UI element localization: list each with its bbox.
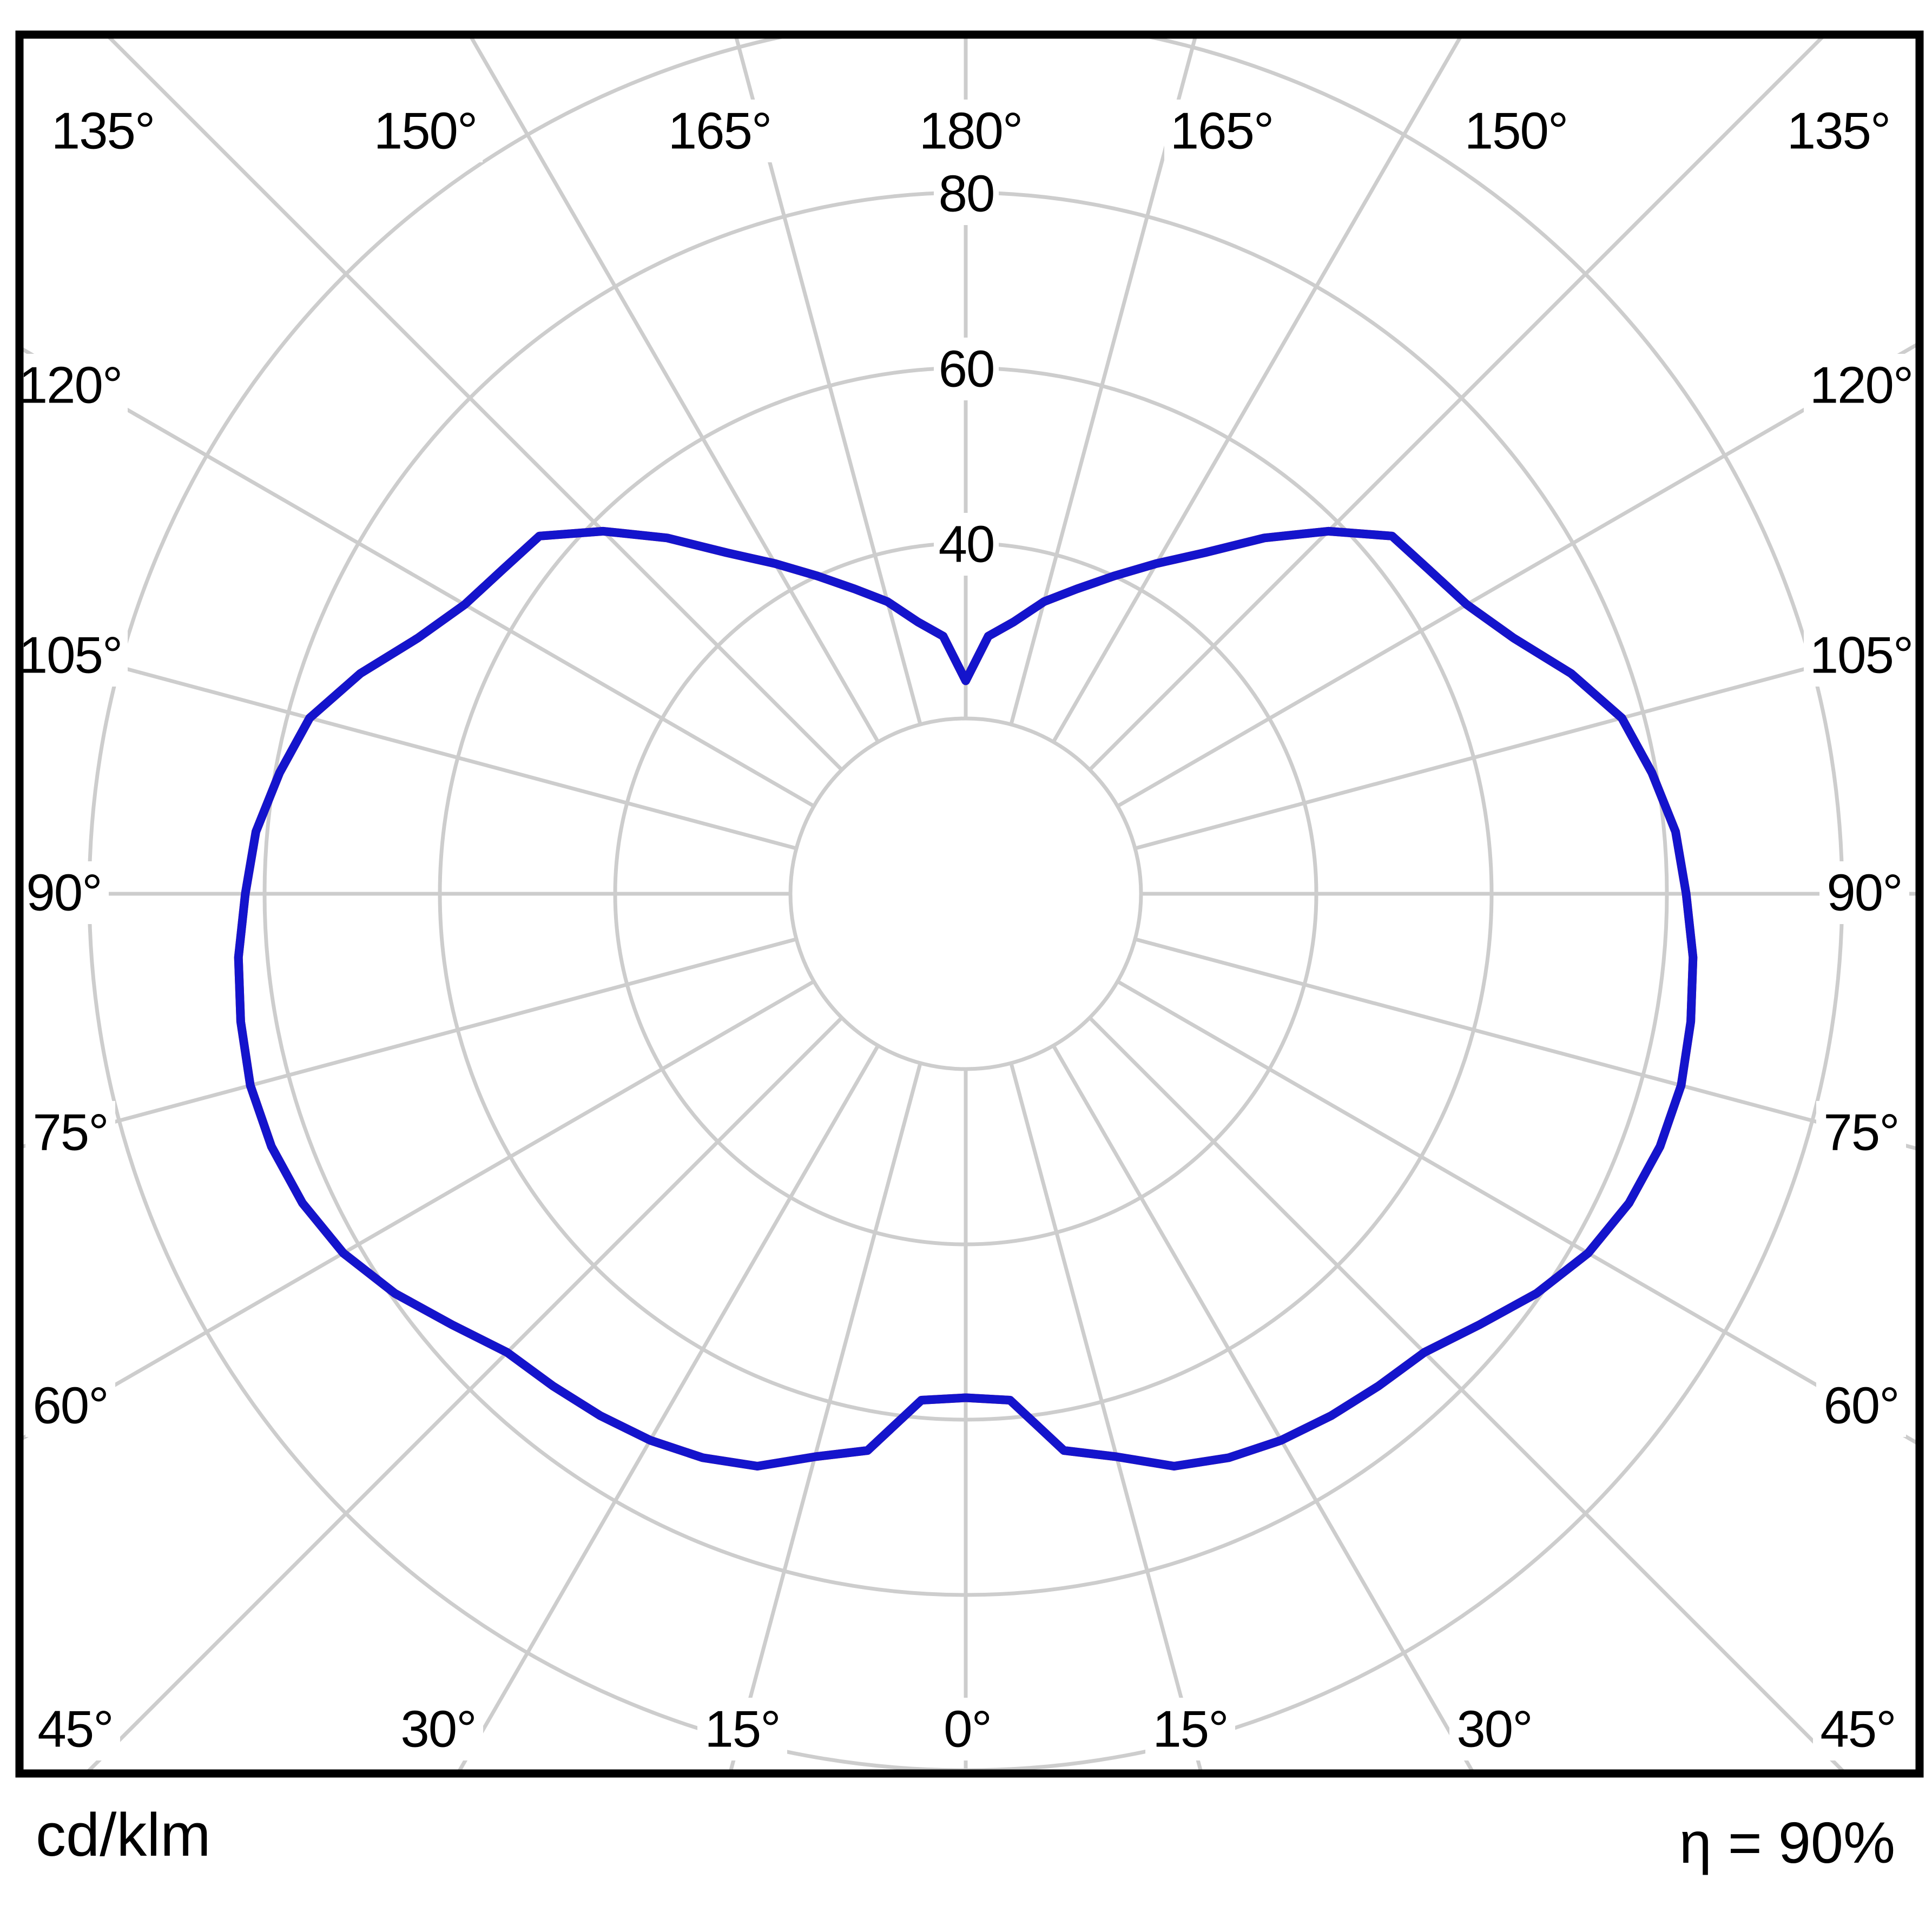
- grid-spoke-120: [1116, 343, 1916, 808]
- label-mask: [30, 1698, 120, 1760]
- angle-label: 90°: [1827, 864, 1902, 922]
- angle-label: 75°: [1823, 1104, 1898, 1162]
- label-mask: [1145, 1698, 1235, 1760]
- efficiency-label: η = 90%: [1679, 1810, 1895, 1875]
- label-mask: [934, 338, 999, 400]
- label-mask: [697, 1698, 787, 1760]
- angle-label: 60°: [1823, 1377, 1898, 1435]
- curve-c90-c270: [234, 526, 1698, 1471]
- label-mask: [1804, 354, 1918, 417]
- label-mask: [45, 100, 160, 162]
- grid-spoke-240: [23, 347, 815, 808]
- label-mask: [1781, 100, 1896, 162]
- label-mask: [1449, 1698, 1539, 1760]
- grid-spoke-225: [108, 38, 843, 772]
- legend: C0 - C180 C90 - C270: [0, 1856, 1932, 1926]
- radial-tick-label: 80: [939, 165, 994, 223]
- grid-spoke-255: [23, 639, 797, 850]
- label-mask: [934, 162, 999, 225]
- angle-label: 75°: [32, 1104, 108, 1162]
- label-mask: [13, 354, 128, 417]
- grid-spoke-345: [729, 1063, 922, 1770]
- grid-spoke-330: [458, 1044, 880, 1770]
- angle-label: 165°: [668, 102, 772, 160]
- label-mask: [1816, 1374, 1906, 1437]
- label-mask: [1819, 861, 1909, 924]
- radial-tick-label: 60: [939, 340, 994, 398]
- angle-label: 120°: [1810, 357, 1913, 414]
- angle-label: 30°: [1456, 1700, 1532, 1758]
- label-mask: [1804, 624, 1918, 687]
- plot-border: [15, 30, 1924, 1778]
- grid-spoke-135: [1088, 38, 1824, 772]
- unit-label: cd/klm: [36, 1801, 211, 1869]
- grid-spoke-60: [1116, 979, 1916, 1445]
- label-mask: [1813, 1698, 1903, 1760]
- grid-spoke-285: [23, 937, 797, 1149]
- label-mask: [1459, 100, 1573, 162]
- grid-spoke-15: [1009, 1063, 1203, 1770]
- grid-spoke-30: [1051, 1044, 1474, 1770]
- label-mask: [662, 100, 777, 162]
- label-mask: [934, 513, 999, 576]
- label-mask: [25, 1374, 115, 1437]
- angle-label: 135°: [51, 102, 155, 160]
- label-mask: [13, 624, 128, 687]
- label-mask: [393, 1698, 483, 1760]
- labels: 135° 150° 165° 180° 165° 150° 135° 120° 105° 90° 7…: [13, 100, 1918, 1760]
- angle-label: 15°: [1152, 1700, 1228, 1758]
- angle-label: 135°: [1787, 102, 1890, 160]
- angle-label: 30°: [400, 1700, 476, 1758]
- grid-spoke-75: [1135, 937, 1916, 1151]
- label-mask: [1816, 1101, 1906, 1164]
- grid-spoke-300: [23, 979, 815, 1440]
- angle-label: 180°: [919, 102, 1023, 160]
- angle-label: 60°: [32, 1377, 108, 1435]
- angle-label: 120°: [19, 357, 122, 414]
- radial-tick-label: 40: [939, 516, 994, 573]
- angle-label: 150°: [374, 102, 477, 160]
- label-mask: [1164, 100, 1279, 162]
- angle-label: 150°: [1465, 102, 1568, 160]
- angle-label: 15°: [704, 1700, 780, 1758]
- label-mask: [913, 100, 1028, 162]
- grid-spoke-105: [1135, 637, 1916, 850]
- angle-label: 45°: [1820, 1700, 1895, 1758]
- label-mask: [19, 861, 109, 924]
- angle-label: 105°: [19, 627, 122, 684]
- label-mask: [935, 1698, 1000, 1760]
- angle-label: 90°: [26, 864, 101, 922]
- label-mask: [25, 1101, 115, 1164]
- grid-ring-20: [788, 716, 1143, 1071]
- angle-label: 165°: [1170, 102, 1274, 160]
- angle-label: 105°: [1810, 627, 1913, 684]
- angle-label: 0°: [944, 1700, 991, 1758]
- angle-label: 45°: [37, 1700, 113, 1758]
- label-mask: [368, 100, 483, 162]
